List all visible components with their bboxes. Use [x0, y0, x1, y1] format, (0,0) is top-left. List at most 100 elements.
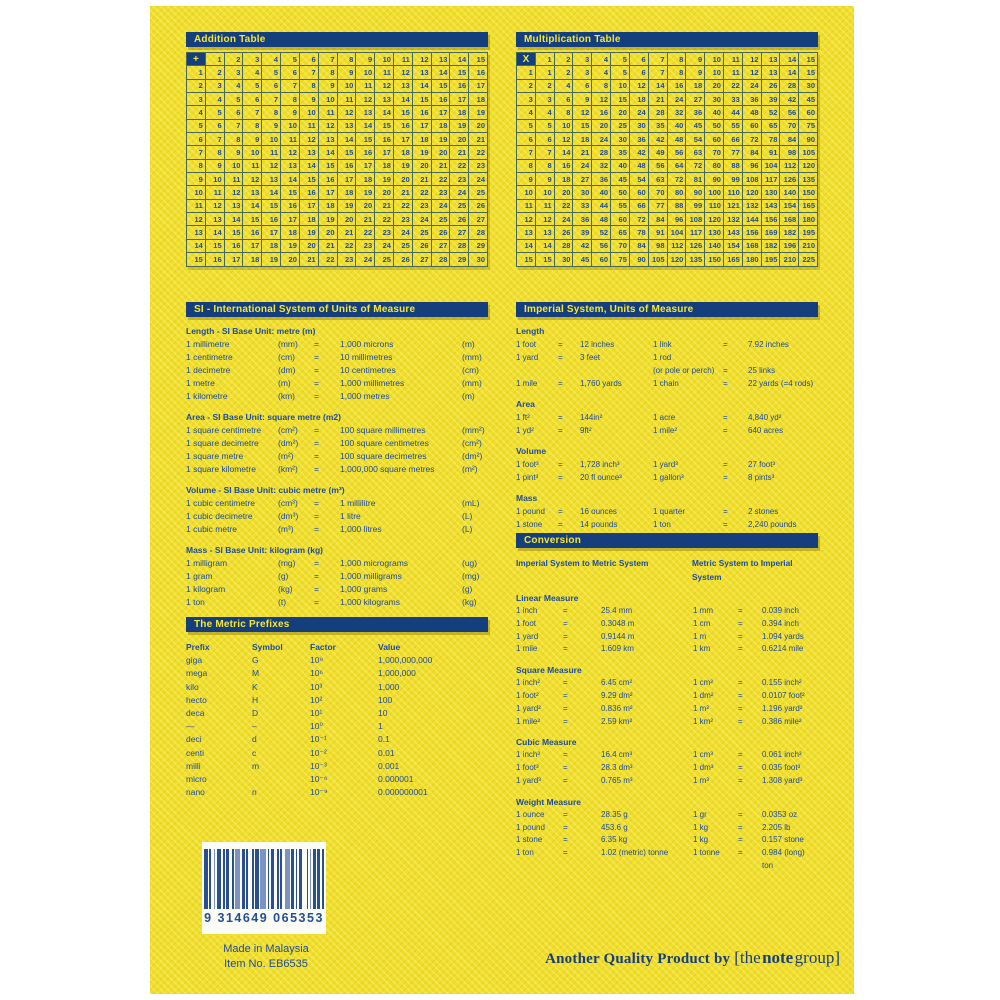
addition-row: 12 13 14 15 16 17 18 19 20 21 22 23 24 25 26 27 — [186, 212, 488, 227]
si-cell: 1,000 litres — [340, 524, 382, 534]
multiplication-cell: 96 — [666, 212, 687, 227]
imperial-cell: 22 yards (=4 rods) — [748, 379, 814, 388]
multiplication-cell: 30 — [572, 185, 593, 200]
prefixes-cell: — — [186, 721, 195, 732]
addition-cell: 13 — [261, 172, 282, 187]
si-cell: = — [314, 558, 319, 568]
addition-cell: 18 — [374, 158, 394, 174]
conversion-cell: 0.9144 m — [601, 631, 635, 641]
addition-cell: 23 — [355, 238, 376, 254]
si-cell: (cm²) — [278, 425, 298, 435]
barcode-bar — [309, 849, 312, 909]
addition-cell: 9 — [317, 78, 338, 94]
made-in-text: Made in Malaysia — [223, 943, 309, 955]
multiplication-cell: 168 — [779, 212, 800, 227]
multiplication-cell: 25 — [610, 118, 630, 134]
addition-cell: 17 — [242, 238, 263, 254]
multiplication-cell: 7 — [647, 65, 668, 80]
addition-cell: 19 — [355, 185, 376, 200]
multiplication-cell: 105 — [798, 145, 818, 160]
imperial-cell: = — [723, 520, 728, 529]
addition-cell: 11 — [242, 158, 263, 174]
addition-cell: 21 — [317, 238, 338, 254]
multiplication-cell: 24 — [741, 78, 762, 94]
addition-cell: 9 — [204, 158, 225, 174]
addition-row: 3 4 5 6 7 8 9 10 11 12 13 14 15 16 17 18 — [186, 92, 488, 107]
addition-cell: 14 — [355, 118, 376, 134]
addition-cell: 19 — [374, 172, 394, 187]
addition-cell: 25 — [374, 252, 394, 267]
multiplication-cell: 35 — [647, 118, 668, 134]
addition-cell: 23 — [374, 225, 394, 240]
addition-cell: 5 — [204, 105, 225, 120]
multiplication-cell: 54 — [685, 132, 706, 147]
item-number-text: Item No. EB6535 — [224, 958, 308, 970]
addition-cell: 14 — [317, 145, 338, 160]
conversion-cell: = — [738, 835, 743, 845]
addition-cell: 17 — [223, 252, 244, 267]
multiplication-cell: 143 — [722, 225, 743, 240]
multiplication-col-header: 14 — [779, 51, 800, 67]
addition-row: 8 9 10 11 12 13 14 15 16 17 18 19 20 21 22 23 — [186, 158, 488, 174]
conversion-cell: = — [738, 631, 743, 641]
conversion-row: 1 inch³ = 16.4 cm³ 1 cm³ = 0.061 inch³ — [516, 749, 818, 762]
multiplication-cell: 65 — [760, 118, 781, 134]
multiplication-cell: 91 — [647, 225, 668, 240]
prefixes-cell: hecto — [186, 694, 207, 705]
prefixes-cell: 10⁻² — [310, 747, 327, 758]
addition-col-header: 7 — [317, 51, 338, 67]
prefixes-cell: m — [252, 760, 260, 771]
multiplication-cell: 20 — [553, 185, 574, 200]
prefixes-cell: giga — [186, 655, 203, 666]
multiplication-cell: 60 — [610, 212, 630, 227]
conversion-cell: 0.035 foot³ — [762, 763, 801, 773]
addition-cell: 27 — [430, 238, 451, 254]
addition-cell: 22 — [374, 212, 394, 227]
prefixes-cell: centi — [186, 747, 204, 758]
imperial-group-heading: Area — [516, 399, 535, 409]
prefixes-cell: M — [252, 668, 260, 679]
addition-row-header: 2 — [186, 78, 206, 94]
addition-cell: 23 — [468, 158, 488, 174]
imperial-cell: 2 stones — [748, 507, 779, 516]
addition-row-header: 12 — [186, 212, 206, 227]
addition-col-header: 4 — [261, 51, 282, 67]
multiplication-cell: 10 — [704, 65, 724, 80]
imperial-cell — [580, 364, 653, 377]
conversion-cell: = — [563, 644, 568, 654]
addition-row: 5 6 7 8 9 10 11 12 13 14 15 16 17 18 19 20 — [186, 118, 488, 134]
addition-cell: 24 — [449, 185, 470, 200]
imperial-cell: = — [558, 353, 563, 362]
multiplication-cell: 13 — [534, 225, 555, 240]
prefixes-row: deca D 10¹ 10 — [186, 707, 488, 720]
multiplication-col-header: 15 — [798, 51, 818, 67]
barcode-bar — [284, 849, 290, 909]
multiplication-cell: 13 — [760, 65, 781, 80]
imperial-group-heading: Volume — [516, 446, 547, 456]
multiplication-cell: 165 — [722, 252, 743, 267]
addition-cell: 12 — [317, 118, 338, 134]
multiplication-cell: 63 — [685, 145, 706, 160]
conversion-cell: 1 foot³ — [516, 763, 539, 773]
multiplication-cell: 30 — [798, 78, 818, 94]
addition-cell: 15 — [392, 105, 413, 120]
addition-cell: 10 — [355, 65, 376, 80]
si-cell: = — [314, 571, 319, 581]
addition-cell: 11 — [298, 118, 319, 134]
prefixes-row: hecto H 10² 100 — [186, 694, 488, 707]
addition-cell: 6 — [261, 78, 282, 94]
si-cell: 10 millimetres — [340, 352, 393, 362]
si-cell: (g) — [278, 571, 289, 581]
addition-cell: 15 — [355, 132, 376, 147]
imperial-title: Imperial System, Units of Measure — [516, 302, 818, 317]
addition-cell: 28 — [430, 252, 451, 267]
addition-cell: 13 — [242, 185, 263, 200]
conversion-row: 1 foot = 0.3048 m 1 cm = 0.394 inch — [516, 618, 818, 631]
imperial-cell: 1,760 yards — [580, 379, 622, 388]
prefixes-section: The Metric Prefixes Prefix Symbol Factor Va… — [186, 617, 488, 799]
si-cell: 1,000 milligrams — [340, 571, 402, 581]
multiplication-cell: 4 — [534, 105, 555, 120]
barcode-bar — [252, 849, 254, 909]
addition-cell: 13 — [411, 65, 432, 80]
prefixes-header-row: Prefix Symbol Factor Value — [186, 641, 488, 654]
